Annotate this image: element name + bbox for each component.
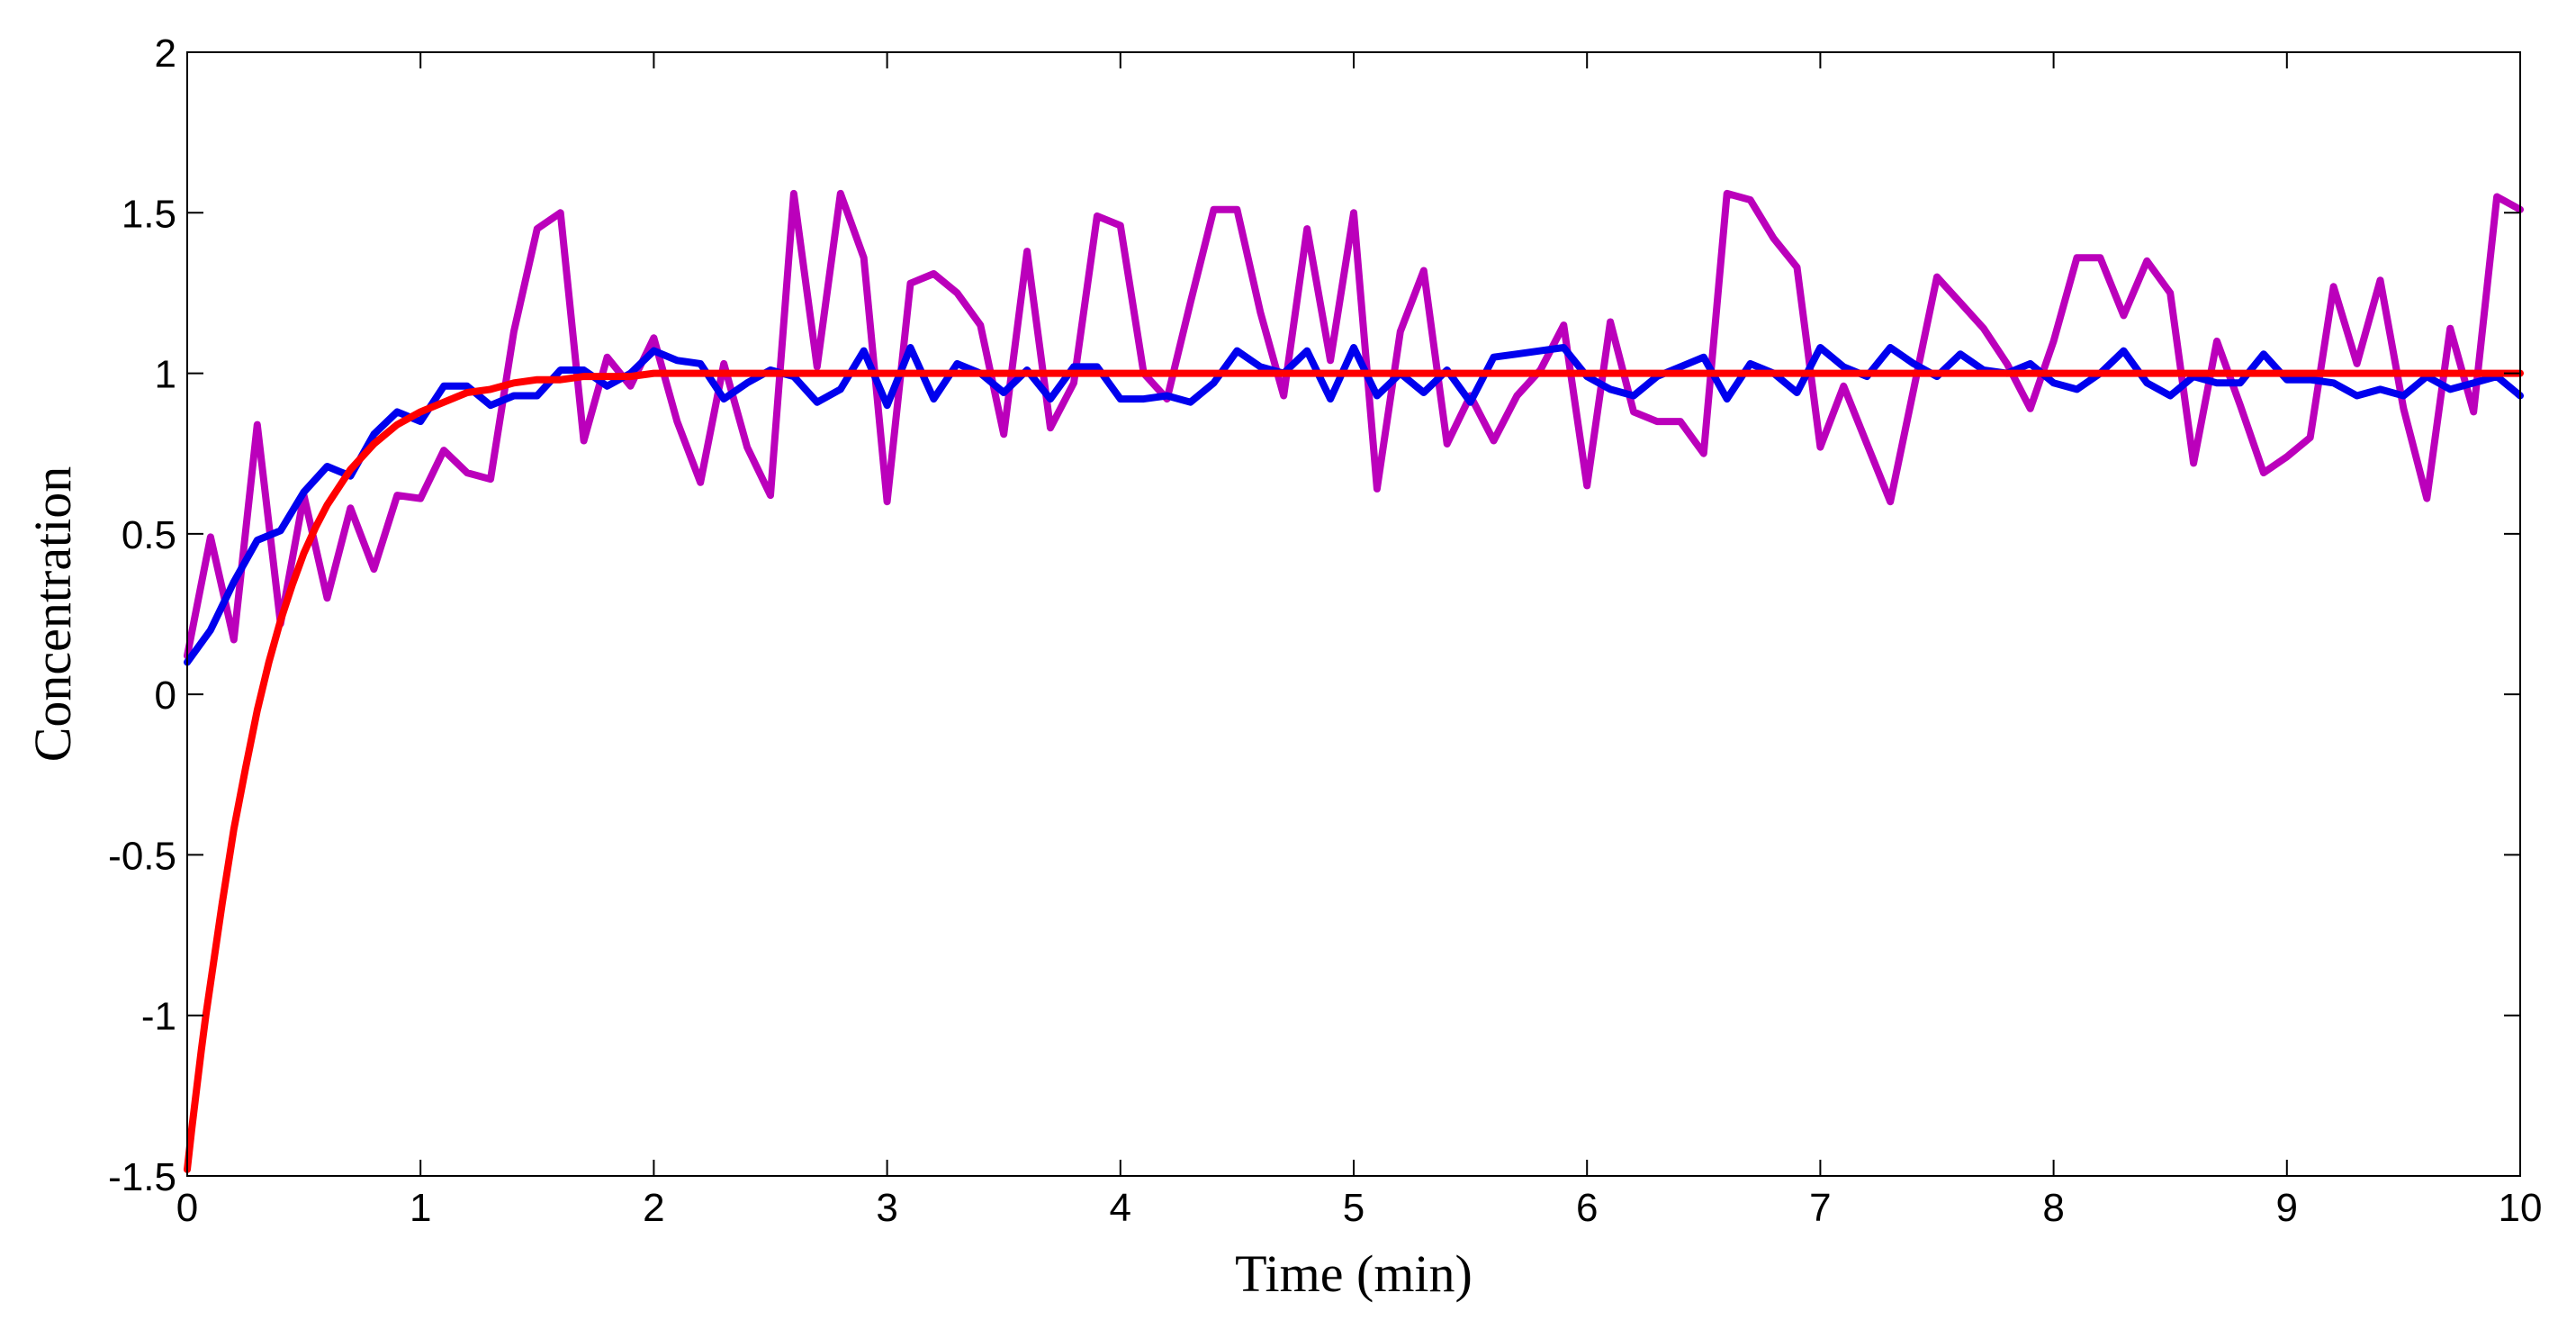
y-tick-label: 1 — [155, 353, 176, 397]
y-tick-label: 0 — [155, 674, 176, 718]
x-tick-label: 5 — [1343, 1186, 1365, 1230]
series-line-red — [184, 369, 2524, 1173]
x-tick-label: 1 — [410, 1186, 431, 1230]
y-tick-label: -0.5 — [108, 834, 176, 878]
tick-label-layer: 0 1 2 3 4 5 6 7 8 9 10 -1.5 -1 -0.5 0 0.5 1 1.5 2 — [108, 32, 2542, 1230]
y-tick-label: -1.5 — [108, 1155, 176, 1199]
y-tick-label: 1.5 — [122, 192, 176, 236]
x-tick-label: 9 — [2276, 1186, 2298, 1230]
x-tick-label: 6 — [1576, 1186, 1598, 1230]
y-tick-label: 0.5 — [122, 513, 176, 557]
y-tick-label: -1 — [141, 995, 176, 1039]
series-layer — [184, 189, 2524, 1173]
y-tick-label: 2 — [155, 32, 176, 76]
x-axis-title: Time (min) — [1235, 1244, 1473, 1303]
x-tick-label: 8 — [2042, 1186, 2064, 1230]
x-tick-label: 0 — [176, 1186, 198, 1230]
tick-layer — [186, 51, 2521, 1177]
series-line-blue — [184, 344, 2524, 666]
x-tick-label: 10 — [2499, 1186, 2543, 1230]
x-tick-label: 7 — [1809, 1186, 1831, 1230]
y-axis-title: Concentration — [23, 466, 82, 763]
x-tick-label: 4 — [1110, 1186, 1131, 1230]
series-line-magenta — [184, 189, 2524, 660]
x-tick-label: 3 — [876, 1186, 897, 1230]
x-tick-label: 2 — [643, 1186, 664, 1230]
